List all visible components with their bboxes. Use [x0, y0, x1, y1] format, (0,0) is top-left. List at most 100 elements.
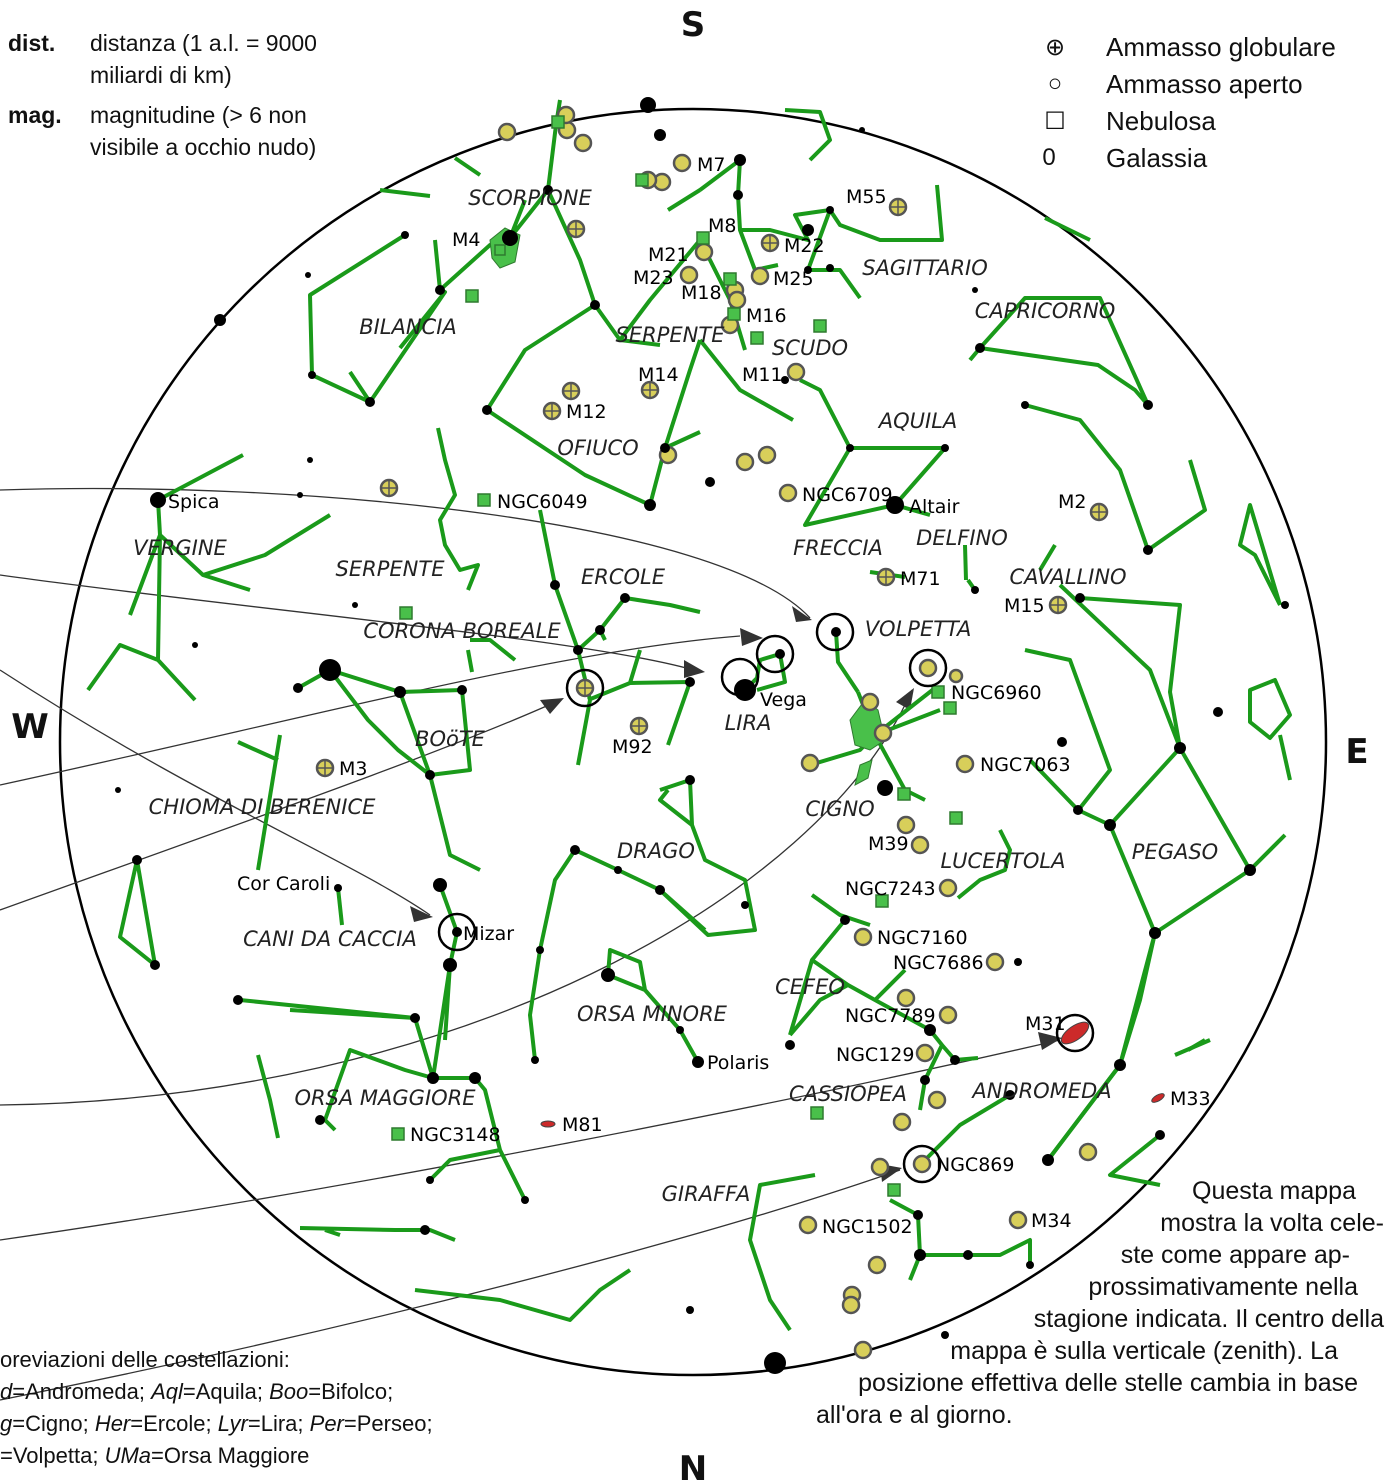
abbr-name: =Lira;	[247, 1411, 310, 1436]
open-cluster-icon: ○	[1047, 70, 1063, 97]
object-labels: M7 M55 M4 M8 M21 M22 M23 M25 M18 M16 M11…	[168, 154, 1211, 1238]
constellation-label: CAPRICORNO	[975, 299, 1116, 323]
abbr-code: Per	[309, 1411, 344, 1436]
object-label: Altair	[909, 496, 960, 518]
constellation-labels: SCORPIONE SAGITTARIO CAPRICORNO BILANCIA…	[133, 186, 1218, 1206]
note-line: posizione effettiva delle stelle cambia …	[858, 1369, 1358, 1397]
object-label: M31	[1025, 1013, 1066, 1035]
constellation-label: SERPENTE	[616, 323, 726, 347]
pointer-lines	[0, 487, 1061, 1401]
object-label: M15	[1004, 595, 1045, 617]
object-label: NGC7243	[845, 878, 936, 900]
abbr-name: =Perseo;	[343, 1411, 433, 1436]
globular-cluster-icon: ⊕	[1044, 34, 1066, 61]
constellation-label: CORONA BOREALE	[363, 619, 561, 643]
constellation-label: CIGNO	[805, 797, 874, 821]
abbr-code: Lyr	[217, 1411, 248, 1436]
def-text-dist-1: distanza (1 a.l. = 9000	[90, 30, 317, 56]
constellation-label: ERCOLE	[581, 565, 666, 589]
abbreviations-line-1: d=Andromeda; Aql=Aquila; Boo=Bifolco;	[0, 1377, 393, 1407]
constellation-label: BOöTE	[415, 727, 486, 751]
abbr-name: =Aquila;	[182, 1379, 270, 1404]
legend-label: Galassia	[1106, 143, 1208, 173]
constellation-label: ORSA MINORE	[577, 1002, 728, 1026]
constellation-label: GIRAFFA	[662, 1182, 751, 1206]
object-label: Cor Caroli	[237, 873, 330, 895]
def-text-mag-2: visibile a occhio nudo)	[90, 134, 317, 160]
object-label: NGC1502	[822, 1216, 913, 1238]
note-line: mappa è sulla verticale (zenith). La	[950, 1337, 1338, 1365]
object-label: M4	[452, 229, 480, 251]
legend-label: Ammasso aperto	[1106, 69, 1303, 99]
constellation-label: SERPENTE	[336, 557, 446, 581]
object-label: M92	[612, 736, 653, 758]
object-label: M14	[638, 364, 679, 386]
object-label: NGC7063	[980, 754, 1071, 776]
object-label: M33	[1170, 1088, 1211, 1110]
galaxy-icon: 0	[1042, 144, 1056, 171]
object-label: NGC6960	[951, 682, 1042, 704]
note-line: prossimativamente nella	[1088, 1273, 1358, 1301]
note-line: stagione indicata. Il centro della	[1033, 1305, 1384, 1333]
def-key-dist: dist.	[8, 30, 56, 56]
constellation-label: ANDROMEDA	[970, 1079, 1111, 1103]
arrowheads	[410, 606, 1062, 1182]
abbr-name: =Orsa Maggiore	[151, 1443, 310, 1468]
legend-label: Ammasso globulare	[1106, 32, 1336, 62]
abbreviations-line-3: =Volpetta; UMa=Orsa Maggiore	[0, 1441, 309, 1471]
object-label: M3	[339, 758, 367, 780]
constellation-label: FRECCIA	[793, 536, 883, 560]
abbr-code: Aql	[151, 1379, 183, 1404]
abbr-code: Her	[94, 1411, 131, 1436]
definitions-panel: dist. distanza (1 a.l. = 9000 miliardi d…	[0, 0, 360, 180]
object-label: M23	[633, 267, 674, 289]
object-label: M16	[746, 305, 787, 327]
object-label: M2	[1058, 491, 1086, 513]
constellation-label: SCORPIONE	[468, 186, 592, 210]
object-label: NGC7789	[845, 1005, 936, 1027]
object-label: NGC3148	[410, 1124, 501, 1146]
object-label: M34	[1031, 1210, 1072, 1232]
abbr-code: g	[0, 1411, 13, 1436]
abbreviations-panel: oreviazioni delle costellazioni: d=Andro…	[0, 1343, 560, 1484]
object-label: M18	[681, 282, 722, 304]
constellation-label: CAVALLINO	[1009, 565, 1126, 589]
constellation-label: CASSIOPEA	[789, 1082, 907, 1106]
object-label: Mizar	[463, 923, 514, 945]
constellation-label: CHIOMA DI BERENICE	[149, 795, 376, 819]
object-label: NGC7160	[877, 927, 968, 949]
abbr-code: Boo	[269, 1379, 309, 1404]
constellation-label: DRAGO	[617, 839, 695, 863]
object-label: NGC869	[936, 1154, 1014, 1176]
abbr-name: =Andromeda;	[12, 1379, 152, 1404]
abbreviations-line-2: g=Cigno; Her=Ercole; Lyr=Lira; Per=Perse…	[0, 1409, 433, 1439]
open-clusters	[497, 105, 1098, 1360]
map-note: Questa mappa mostra la volta cele- ste c…	[790, 1175, 1386, 1475]
constellation-label: SAGITTARIO	[862, 256, 988, 280]
constellation-label: OFIUCO	[557, 436, 638, 460]
constellation-label: SCUDO	[772, 336, 848, 360]
abbr-code: d	[0, 1379, 13, 1404]
abbr-code: UMa	[104, 1443, 152, 1468]
object-label: M11	[742, 364, 783, 386]
constellation-label: BILANCIA	[359, 315, 457, 339]
def-text-dist-2: miliardi di km)	[90, 62, 232, 88]
object-label: M22	[784, 235, 825, 257]
constellation-label: DELFINO	[916, 526, 1008, 550]
east-label: E	[1345, 732, 1368, 772]
object-label: M25	[773, 268, 814, 290]
west-label: W	[11, 707, 49, 747]
note-line: ste come appare ap-	[1120, 1241, 1350, 1269]
highlight-rings	[437, 612, 1095, 1184]
nebula-icon: ☐	[1044, 108, 1066, 135]
object-label: M21	[648, 244, 689, 266]
south-label: S	[681, 5, 706, 45]
legend-label: Nebulosa	[1106, 106, 1216, 136]
def-text-mag-1: magnitudine (> 6 non	[90, 102, 307, 128]
object-label: M8	[708, 215, 736, 237]
object-label: NGC129	[836, 1044, 914, 1066]
def-key-mag: mag.	[8, 102, 62, 128]
note-line: all'ora e al giorno.	[816, 1401, 1013, 1429]
object-label: M7	[697, 154, 725, 176]
